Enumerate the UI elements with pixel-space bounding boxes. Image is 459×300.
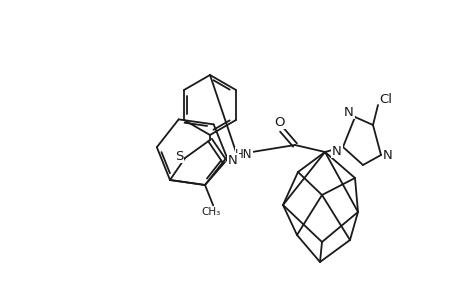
Text: N: N [228,154,237,166]
Text: N: N [382,148,392,161]
Text: O: O [274,116,285,128]
Text: N: N [343,106,353,118]
Text: HN: HN [235,148,252,160]
Text: S: S [174,149,183,163]
Text: N: N [331,145,341,158]
Text: CH₃: CH₃ [201,207,220,218]
Text: Cl: Cl [379,92,392,106]
